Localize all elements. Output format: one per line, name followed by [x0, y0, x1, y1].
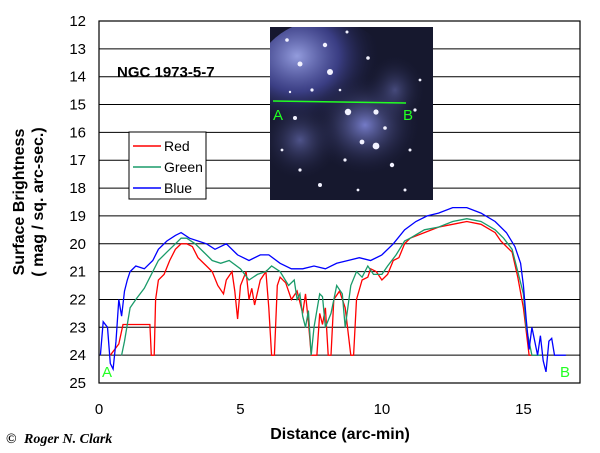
star: [285, 38, 289, 42]
x-axis-title: Distance (arc-min): [270, 426, 410, 443]
y-tick-labels: 12 13 14 15 16 17 18 19 20 21 22 23 24 25: [69, 13, 86, 392]
legend-box: [128, 131, 207, 200]
data-series-lines: [99, 206, 566, 373]
x-tick-label: 15: [515, 401, 532, 418]
star: [297, 61, 303, 67]
star: [288, 90, 292, 94]
star: [310, 88, 314, 92]
x-tick-labels: 0 5 10 15: [95, 401, 532, 418]
legend: Red Green Blue: [128, 131, 207, 200]
author-credit: Roger N. Clark: [23, 432, 112, 447]
star: [344, 108, 352, 116]
star: [327, 69, 333, 75]
star: [383, 126, 387, 130]
star: [298, 168, 302, 172]
star: [280, 148, 284, 152]
plot-frame: [98, 20, 581, 384]
y-tick-label: 14: [69, 69, 86, 86]
x-tick-label: 5: [236, 401, 244, 418]
plot-label-b: B: [560, 364, 570, 381]
x-tick-label: 10: [374, 401, 391, 418]
star: [373, 109, 379, 115]
y-tick-label: 13: [69, 41, 86, 58]
star: [356, 188, 360, 192]
star: [372, 142, 380, 150]
star: [322, 42, 328, 48]
series-line-blue: [99, 206, 566, 373]
star: [413, 108, 417, 112]
star: [293, 116, 297, 120]
inset-label-a: A: [273, 107, 283, 124]
inset-stars: [280, 30, 422, 192]
y-axis-title-line2: ( mag / sq. arc-sec.): [30, 127, 47, 276]
legend-label-blue: Blue: [164, 180, 192, 196]
y-tick-label: 18: [69, 180, 86, 197]
object-label: NGC 1973-5-7: [117, 64, 215, 81]
y-tick-label: 25: [69, 375, 86, 392]
x-tick-label: 0: [95, 401, 103, 418]
profile-line: [272, 100, 407, 104]
y-tick-label: 16: [69, 124, 86, 141]
star: [366, 56, 370, 60]
copyright-symbol: ©: [6, 432, 17, 447]
y-tick-label: 24: [69, 347, 86, 364]
star: [418, 78, 422, 82]
y-tick-label: 23: [69, 319, 86, 336]
legend-label-green: Green: [164, 159, 203, 175]
y-tick-label: 12: [69, 13, 86, 30]
y-axis-title-line1: Surface Brightness: [11, 129, 28, 276]
y-tick-label: 15: [69, 97, 86, 114]
nebula-inset-image: [270, 27, 433, 200]
star: [343, 158, 347, 162]
star: [389, 162, 395, 168]
star: [318, 183, 322, 187]
star: [359, 139, 365, 145]
star: [403, 188, 407, 192]
star: [345, 30, 349, 34]
inset-label-b: B: [403, 107, 413, 124]
legend-label-red: Red: [164, 138, 190, 154]
plot-label-a: A: [102, 364, 112, 381]
y-tick-label: 21: [69, 264, 86, 281]
y-tick-label: 19: [69, 208, 86, 225]
star: [408, 148, 412, 152]
y-tick-label: 17: [69, 152, 86, 169]
y-tick-label: 20: [69, 236, 86, 253]
series-line-green: [120, 218, 541, 356]
y-tick-label: 22: [69, 291, 86, 308]
star: [338, 88, 342, 92]
